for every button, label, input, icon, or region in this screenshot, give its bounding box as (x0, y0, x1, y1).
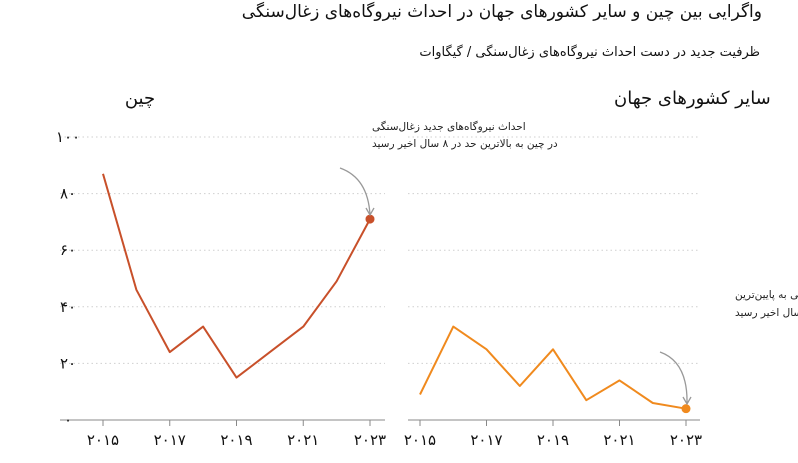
x-tick-label-1-0: ۲۰۱۵ (404, 431, 436, 449)
y-tick-label-20: ۲۰ (60, 354, 76, 372)
y-tick-label-100: ۱۰۰ (56, 128, 80, 146)
x-tick-label-0-0: ۲۰۱۵ (87, 431, 119, 449)
x-tick-label-1-1: ۲۰۱۷ (470, 431, 502, 449)
chart-title: واگرایی بین چین و سایر کشورهای جهان در ا… (241, 2, 762, 22)
y-tick-label-40: ۴۰ (60, 298, 76, 316)
annotation-0-line-0: احداث نیروگاه‌های جدید زغال‌سنگی (372, 120, 526, 133)
series-line-0 (102, 173, 371, 379)
annotation-0-line-1: در چین به بالاترین حد در ۸ سال اخیر رسید (372, 138, 558, 150)
x-tick-label-0-3: ۲۰۲۱ (287, 431, 319, 449)
x-tick-label-0-4: ۲۰۲۳ (354, 431, 386, 449)
annotation-arrowhead-0 (365, 207, 375, 217)
y-tick-label-80: ۸۰ (60, 185, 76, 203)
x-tick-label-1-2: ۲۰۱۹ (537, 431, 569, 449)
panel-title-0: چین (125, 88, 155, 109)
x-tick-label-0-1: ۲۰۱۷ (154, 431, 186, 449)
x-tick-label-1-3: ۲۰۲۱ (603, 431, 635, 449)
annotation-arrowhead-1 (682, 396, 692, 406)
annotation-1-line-1: حد خود در چندسال اخیر رسید (735, 307, 798, 319)
annotation-arrow-1 (659, 351, 688, 405)
y-tick-label-0: ۰ (64, 411, 72, 429)
x-tick-label-1-4: ۲۰۲۳ (670, 431, 702, 449)
chart-subtitle: ظرفیت جدید در دست احداث نیروگاه‌های زغال… (419, 45, 760, 60)
data-point-0-2023 (365, 214, 375, 224)
annotation-1-line-0: احداث نیروگاه‌های جدید زغال‌سنگی به پایی… (735, 288, 798, 301)
annotation-arrow-0 (339, 167, 371, 216)
x-tick-label-0-2: ۲۰۱۹ (220, 431, 252, 449)
data-point-1-2023 (681, 404, 691, 414)
y-tick-label-60: ۶۰ (60, 241, 76, 259)
panel-title-1: سایر کشورهای جهان (614, 88, 771, 109)
series-line-1 (419, 325, 687, 410)
